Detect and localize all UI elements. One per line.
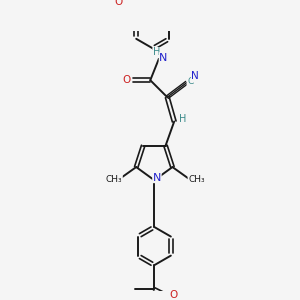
Text: H: H	[153, 47, 160, 58]
Text: CH₃: CH₃	[106, 175, 122, 184]
Text: H: H	[179, 114, 187, 124]
Text: O: O	[169, 290, 178, 300]
Text: CH₃: CH₃	[188, 175, 205, 184]
Text: O: O	[122, 75, 130, 85]
Text: N: N	[191, 71, 199, 81]
Text: C: C	[187, 77, 193, 86]
Text: O: O	[114, 0, 122, 7]
Text: N: N	[153, 172, 161, 183]
Text: N: N	[159, 53, 168, 63]
